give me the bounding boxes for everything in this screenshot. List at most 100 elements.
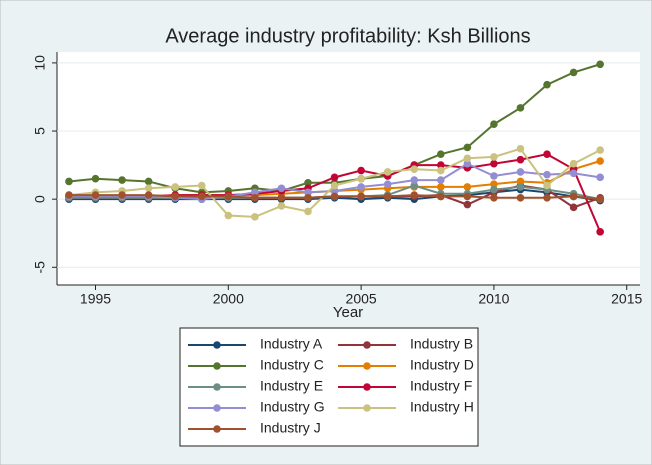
legend-marker: [213, 383, 221, 391]
point: [543, 170, 551, 179]
point: [436, 161, 445, 169]
legend-marker: [213, 404, 221, 412]
point: [516, 144, 525, 153]
point: [304, 193, 312, 202]
point: [383, 192, 392, 201]
point: [118, 191, 126, 199]
point: [516, 193, 525, 202]
legend-marker: [363, 383, 371, 391]
point: [490, 120, 498, 129]
point: [569, 159, 578, 168]
legend-marker: [213, 341, 221, 349]
point: [569, 203, 578, 212]
point: [410, 176, 419, 184]
point: [490, 185, 498, 194]
x-tick-label: 2015: [611, 291, 642, 307]
point: [463, 154, 472, 163]
point: [516, 168, 525, 176]
point: [357, 174, 365, 183]
y-tick-label: 5: [32, 127, 48, 135]
point: [569, 169, 578, 178]
point: [410, 181, 419, 190]
point: [436, 183, 445, 191]
point: [144, 177, 153, 186]
legend-label: Industry F: [410, 378, 472, 394]
point: [516, 104, 525, 112]
x-tick-label: 2010: [478, 291, 509, 307]
point: [251, 213, 259, 221]
x-tick-label: 2005: [346, 291, 377, 307]
point: [171, 192, 179, 201]
point: [277, 193, 286, 202]
point: [224, 192, 233, 201]
point: [490, 153, 498, 161]
point: [144, 191, 153, 199]
point: [516, 183, 525, 191]
chart-title: Average industry profitability: Ksh Bill…: [165, 25, 530, 47]
point: [596, 157, 604, 165]
point: [596, 228, 604, 236]
point: [596, 195, 604, 203]
point: [197, 192, 206, 201]
legend-label: Industry H: [410, 399, 474, 415]
point: [463, 200, 472, 209]
point: [277, 184, 286, 193]
point: [277, 202, 286, 210]
point: [383, 180, 392, 188]
point: [436, 192, 445, 201]
legend-marker: [363, 341, 371, 349]
x-tick-label: 1995: [80, 291, 111, 307]
x-axis-label: Year: [333, 304, 363, 321]
point: [490, 172, 498, 180]
point: [171, 183, 179, 191]
point: [304, 179, 312, 187]
point: [304, 188, 312, 197]
point: [383, 168, 392, 176]
point: [304, 207, 312, 216]
point: [463, 143, 472, 152]
point: [543, 150, 551, 158]
point: [357, 166, 365, 175]
legend-label: Industry J: [260, 420, 321, 436]
point: [596, 146, 604, 154]
y-tick-label: 10: [32, 55, 48, 71]
point: [118, 176, 126, 184]
legend-marker: [363, 404, 371, 412]
point: [251, 193, 259, 202]
point: [144, 184, 153, 193]
point: [436, 166, 445, 175]
point: [569, 68, 578, 77]
point: [410, 191, 419, 199]
point: [330, 187, 339, 195]
point: [463, 183, 472, 191]
legend-label: Industry D: [410, 357, 474, 373]
point: [543, 80, 551, 89]
legend-label: Industry C: [260, 357, 324, 373]
point: [224, 211, 233, 220]
point: [569, 192, 578, 201]
point: [330, 173, 339, 182]
legend-label: Industry E: [260, 378, 323, 394]
point: [516, 155, 525, 164]
point: [91, 174, 100, 183]
point: [490, 159, 498, 168]
point: [596, 60, 604, 69]
point: [543, 181, 551, 190]
point: [251, 188, 259, 197]
point: [463, 159, 472, 168]
x-tick-label: 2000: [213, 291, 244, 307]
point: [543, 193, 551, 202]
point: [65, 177, 73, 186]
legend-label: Industry G: [260, 399, 325, 415]
point: [436, 176, 445, 184]
y-tick-label: -5: [32, 261, 48, 274]
legend-label: Industry A: [260, 336, 323, 352]
point: [197, 181, 206, 190]
point: [490, 193, 498, 202]
point: [436, 150, 445, 158]
point: [490, 180, 498, 188]
legend-marker: [363, 362, 371, 370]
y-tick-label: 0: [32, 195, 48, 203]
legend-marker: [213, 425, 221, 433]
